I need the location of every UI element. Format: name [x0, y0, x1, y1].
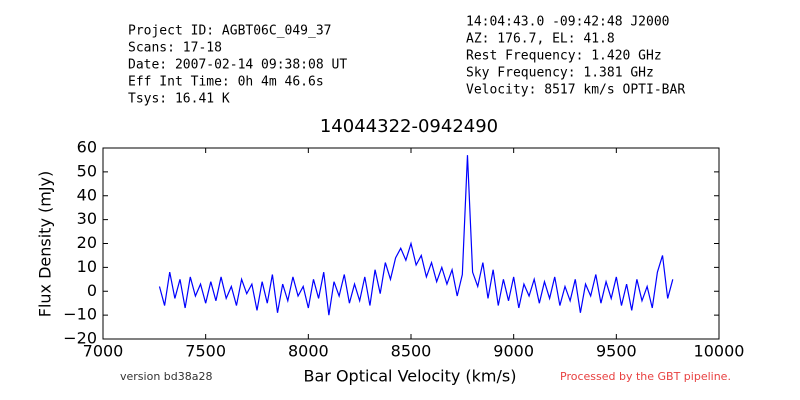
- header-line: Scans: 17-18: [128, 41, 222, 56]
- y-tick-label: 30: [77, 209, 97, 228]
- x-tick-label: 7000: [83, 342, 124, 361]
- y-tick-label: 10: [77, 257, 97, 276]
- header-line: Sky Frequency: 1.381 GHz: [466, 66, 654, 81]
- y-tick-label: −20: [63, 329, 97, 348]
- header-line: 14:04:43.0 -09:42:48 J2000: [466, 15, 670, 30]
- y-tick-label: 40: [77, 185, 97, 204]
- pipeline-note: Processed by the GBT pipeline.: [560, 370, 731, 383]
- header-line: AZ: 176.7, EL: 41.8: [466, 32, 615, 47]
- x-tick-label: 10000: [694, 342, 745, 361]
- y-tick-label: 60: [77, 138, 97, 157]
- header-line: Velocity: 8517 km/s OPTI-BAR: [466, 83, 685, 98]
- spectrum-line: [158, 155, 674, 316]
- x-tick-label: 9500: [596, 342, 637, 361]
- chart-title: 14044322-0942490: [320, 116, 498, 137]
- x-tick-label: 9000: [493, 342, 534, 361]
- y-tick-label: 50: [77, 161, 97, 180]
- plot-frame: [102, 147, 720, 340]
- x-tick-label: 8000: [288, 342, 329, 361]
- y-tick-label: 0: [87, 281, 97, 300]
- header-line: Tsys: 16.41 K: [128, 92, 230, 107]
- y-tick-label: −10: [63, 305, 97, 324]
- y-axis-label: Flux Density (mJy): [36, 171, 55, 318]
- version-note: version bd38a28: [120, 370, 213, 383]
- header-line: Date: 2007-02-14 09:38:08 UT: [128, 58, 347, 73]
- header-line: Eff Int Time: 0h 4m 46.6s: [128, 75, 324, 90]
- x-axis-label: Bar Optical Velocity (km/s): [304, 367, 517, 386]
- header-line: Project ID: AGBT06C_049_37: [128, 24, 332, 39]
- x-tick-label: 7500: [185, 342, 226, 361]
- y-tick-label: 20: [77, 233, 97, 252]
- header-line: Rest Frequency: 1.420 GHz: [466, 49, 662, 64]
- x-tick-label: 8500: [391, 342, 432, 361]
